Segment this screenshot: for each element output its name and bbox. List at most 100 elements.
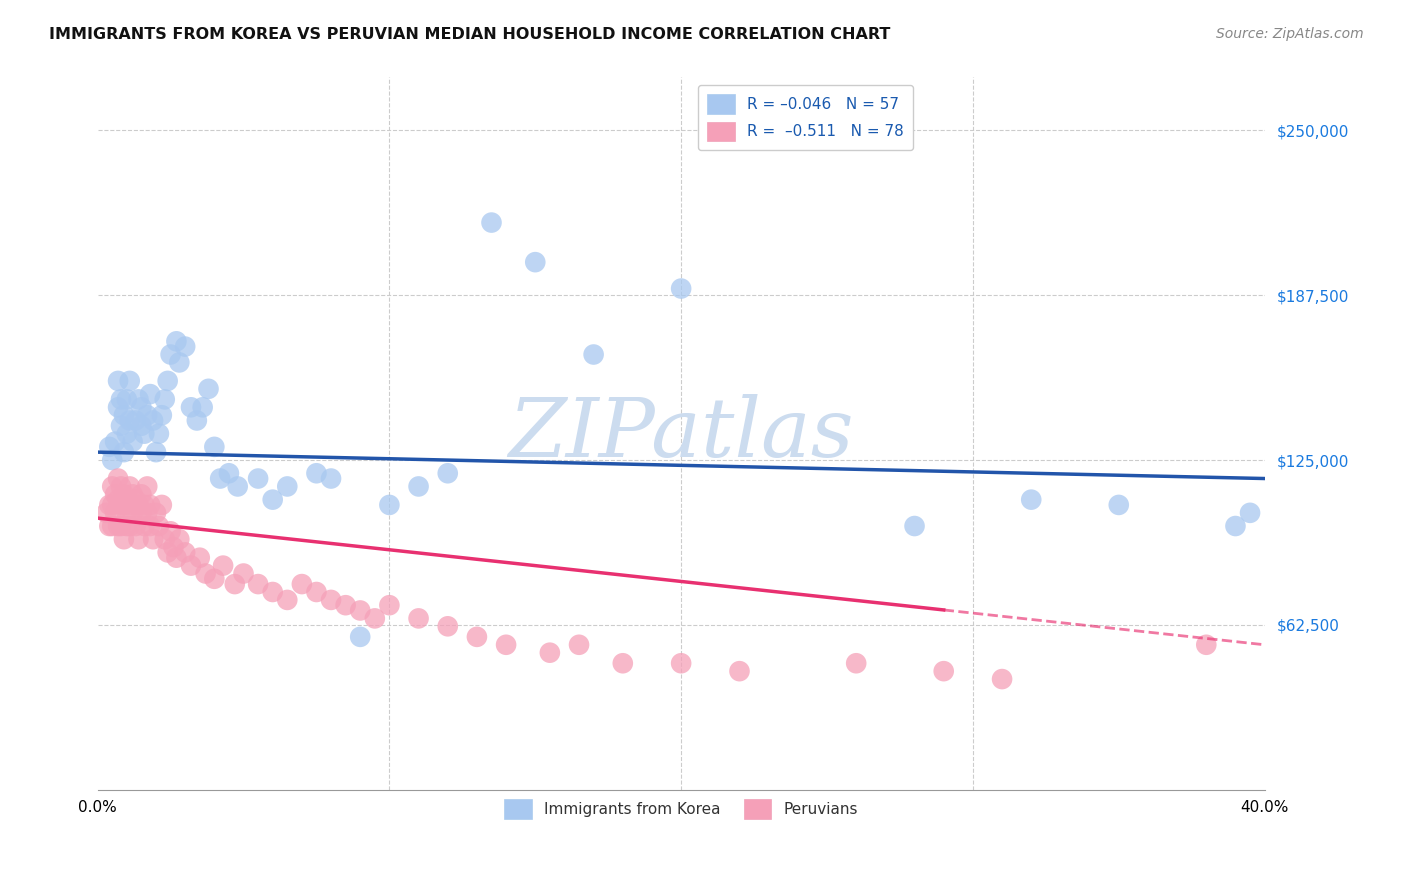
Point [156,545,179,559]
Point [136,479,159,493]
Point [107,519,129,533]
Point [1019,492,1042,507]
Point [115,506,138,520]
Point [115,426,138,441]
Point [118,519,141,533]
Point [524,255,547,269]
Point [134,498,156,512]
Point [118,498,141,512]
Point [169,355,191,369]
Point [188,550,211,565]
Point [1225,519,1247,533]
Point [991,672,1014,686]
Point [247,471,270,485]
Point [180,558,202,573]
Point [845,657,868,671]
Point [612,657,634,671]
Point [169,533,191,547]
Point [408,479,430,493]
Point [1195,638,1218,652]
Point [349,630,371,644]
Point [202,440,225,454]
Point [202,572,225,586]
Point [131,487,153,501]
Point [1239,506,1261,520]
Point [669,657,692,671]
Point [212,558,235,573]
Point [115,392,138,407]
Point [110,392,132,407]
Text: IMMIGRANTS FROM KOREA VS PERUVIAN MEDIAN HOUSEHOLD INCOME CORRELATION CHART: IMMIGRANTS FROM KOREA VS PERUVIAN MEDIAN… [49,27,890,42]
Point [305,585,328,599]
Point [191,401,214,415]
Point [174,545,197,559]
Point [262,585,284,599]
Legend: Immigrants from Korea, Peruvians: Immigrants from Korea, Peruvians [498,793,863,825]
Point [110,498,132,512]
Point [121,434,143,449]
Point [165,334,187,349]
Point [153,533,176,547]
Point [165,550,187,565]
Point [465,630,488,644]
Point [98,440,121,454]
Point [136,408,159,422]
Point [226,479,249,493]
Point [194,566,217,581]
Point [127,498,149,512]
Point [142,533,165,547]
Point [582,347,605,361]
Point [110,418,132,433]
Point [145,445,167,459]
Point [436,467,458,481]
Point [174,340,197,354]
Point [112,445,135,459]
Point [115,492,138,507]
Point [209,471,232,485]
Point [139,519,162,533]
Point [156,374,179,388]
Point [408,611,430,625]
Point [932,664,955,678]
Point [378,498,401,512]
Point [538,646,561,660]
Point [112,408,135,422]
Point [131,506,153,520]
Point [121,487,143,501]
Point [115,519,138,533]
Point [136,506,159,520]
Point [112,487,135,501]
Point [104,434,127,449]
Point [142,413,165,427]
Point [197,382,219,396]
Point [110,479,132,493]
Point [148,519,170,533]
Point [162,540,184,554]
Point [1108,498,1130,512]
Point [180,401,202,415]
Point [104,506,127,520]
Point [568,638,591,652]
Point [118,374,141,388]
Point [262,492,284,507]
Text: ZIPatlas: ZIPatlas [509,393,853,474]
Point [107,374,129,388]
Point [335,598,357,612]
Point [232,566,254,581]
Point [124,413,146,427]
Point [124,492,146,507]
Point [436,619,458,633]
Point [121,506,143,520]
Point [127,533,149,547]
Point [124,519,146,533]
Point [224,577,246,591]
Point [131,401,153,415]
Text: Source: ZipAtlas.com: Source: ZipAtlas.com [1216,27,1364,41]
Point [134,426,156,441]
Point [118,413,141,427]
Point [291,577,314,591]
Point [134,519,156,533]
Point [378,598,401,612]
Point [276,593,298,607]
Point [495,638,517,652]
